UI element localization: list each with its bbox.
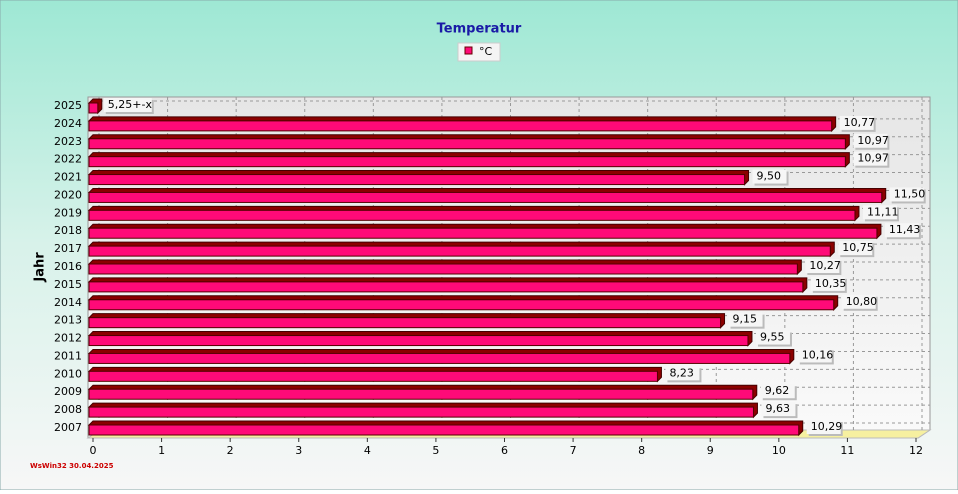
- value-label-box: [761, 402, 796, 417]
- y-tick-label: 2014: [54, 296, 82, 309]
- value-label: 9,15: [733, 313, 758, 326]
- x-tick-label: 11: [840, 444, 854, 457]
- value-label: 10,97: [857, 134, 889, 147]
- value-label-box: [665, 366, 700, 381]
- bar: [88, 335, 749, 347]
- value-label-box: [862, 205, 897, 220]
- x-tick-label: 9: [707, 444, 714, 457]
- chart-title: Temperatur: [437, 22, 522, 37]
- value-label: 9,50: [757, 170, 782, 183]
- y-tick-label: 2015: [54, 278, 82, 291]
- legend-label: °C: [479, 45, 493, 58]
- value-label: 9,62: [765, 384, 790, 397]
- y-tick-label: 2008: [54, 403, 82, 416]
- x-tick-label: 8: [638, 444, 645, 457]
- value-label: 10,75: [842, 241, 874, 254]
- y-tick-label: 2007: [54, 421, 82, 434]
- bar: [88, 227, 878, 239]
- x-tick-label: 10: [772, 444, 786, 457]
- value-label-box: [853, 133, 888, 148]
- bar: [88, 138, 846, 150]
- y-tick-label: 2009: [54, 385, 82, 398]
- value-label-box: [806, 420, 841, 434]
- x-tick-label: 1: [158, 444, 165, 457]
- x-tick-label: 0: [90, 444, 97, 457]
- bar: [88, 245, 831, 257]
- bar: [88, 317, 722, 329]
- bar: [88, 209, 856, 221]
- value-label: 10,29: [811, 420, 843, 433]
- value-label-box: [884, 223, 919, 238]
- bar: [88, 120, 833, 132]
- y-tick-label: 2011: [54, 349, 82, 362]
- y-tick-label: 2024: [54, 117, 82, 130]
- value-label: 10,35: [815, 277, 847, 290]
- bar: [88, 424, 800, 436]
- bar: [88, 263, 798, 275]
- bar: [88, 352, 791, 364]
- value-label-box: [889, 187, 924, 202]
- bar: [88, 102, 99, 114]
- value-label-box: [760, 384, 795, 399]
- bar: [88, 406, 754, 418]
- value-label: 11,43: [889, 223, 921, 236]
- value-label-box: [853, 151, 888, 166]
- value-label: 8,23: [669, 366, 694, 379]
- x-tick-label: 4: [364, 444, 371, 457]
- x-tick-label: 7: [570, 444, 577, 457]
- y-tick-label: 2023: [54, 135, 82, 148]
- annotation-box: [103, 98, 152, 112]
- value-label: 9,55: [760, 331, 785, 344]
- y-tick-label: 2019: [54, 206, 82, 219]
- value-label-box: [755, 330, 790, 345]
- footer: WsWin32 30.04.2025: [30, 462, 114, 470]
- value-label-box: [838, 241, 873, 256]
- value-label: 10,80: [846, 295, 878, 308]
- y-tick-label: 2021: [54, 171, 82, 184]
- x-tick-label: 2: [227, 444, 234, 457]
- value-label: 11,50: [894, 187, 926, 200]
- value-label: 10,77: [844, 116, 876, 129]
- x-tick-label: 5: [432, 444, 439, 457]
- annotation: 5,25+-x: [108, 98, 153, 111]
- value-label: 10,27: [809, 259, 841, 272]
- x-tick-label: 6: [501, 444, 508, 457]
- bar: [88, 370, 658, 382]
- bar: [88, 388, 754, 400]
- value-label: 10,97: [857, 152, 889, 165]
- y-tick-label: 2020: [54, 188, 82, 201]
- y-tick-label: 2018: [54, 224, 82, 237]
- value-label-box: [841, 294, 876, 309]
- value-label-box: [728, 312, 763, 327]
- bar: [88, 156, 846, 168]
- bar: [88, 191, 883, 203]
- y-tick-label: 2012: [54, 332, 82, 345]
- value-label: 11,11: [867, 205, 899, 218]
- value-label: 10,16: [802, 348, 834, 361]
- value-label: 9,63: [765, 402, 790, 415]
- value-label-box: [752, 169, 787, 184]
- y-tick-label: 2010: [54, 367, 82, 380]
- y-tick-label: 2025: [54, 99, 82, 112]
- bar: [88, 174, 746, 186]
- value-label-box: [805, 259, 840, 273]
- x-tick-label: 3: [295, 444, 302, 457]
- y-tick-label: 2022: [54, 153, 82, 166]
- x-tick-label: 12: [909, 444, 923, 457]
- value-label-box: [810, 276, 845, 291]
- y-axis-label: Jahr: [33, 252, 48, 283]
- y-tick-label: 2013: [54, 314, 82, 327]
- y-tick-label: 2017: [54, 242, 82, 255]
- bar: [88, 299, 835, 311]
- bar: [88, 281, 804, 293]
- y-tick-label: 2016: [54, 260, 82, 273]
- value-label-box: [839, 115, 874, 130]
- legend-swatch: [464, 46, 473, 55]
- value-label-box: [797, 348, 832, 363]
